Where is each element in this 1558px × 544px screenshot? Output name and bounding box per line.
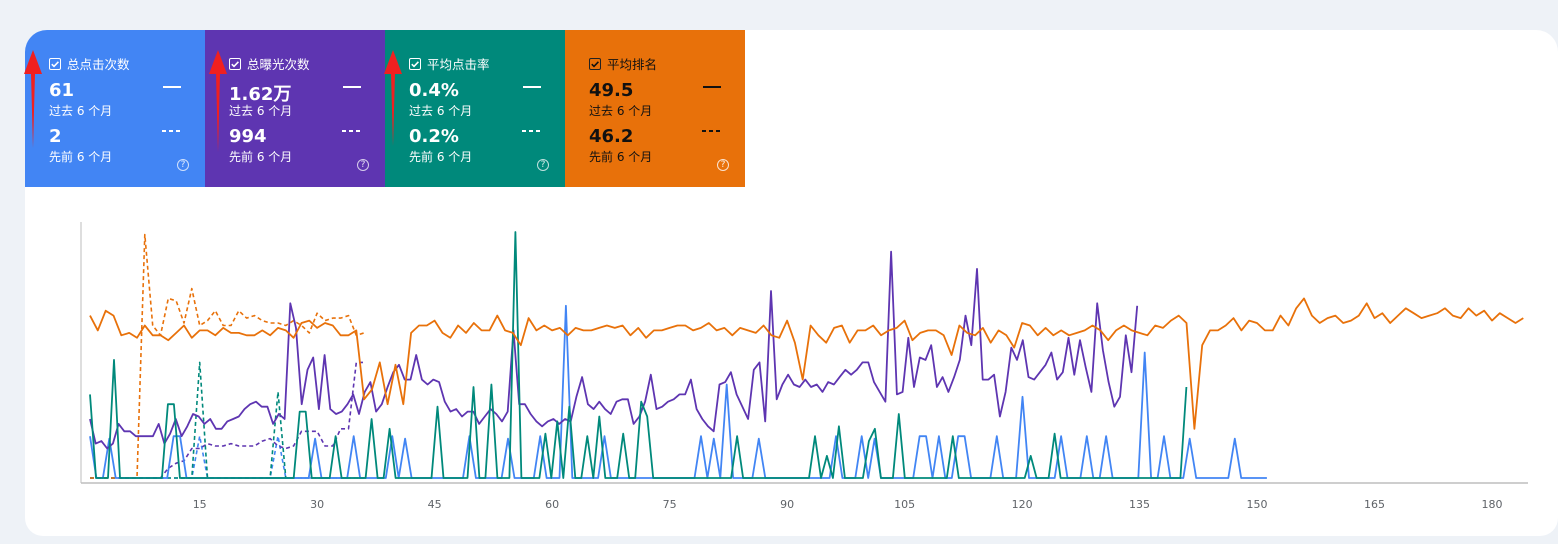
red-arrow-up-icon <box>384 50 402 146</box>
red-arrow-up-icon <box>24 50 42 148</box>
metric-card-position[interactable]: 平均排名 49.5 过去 6 个月 46.2 先前 6 个月 ? <box>565 30 745 187</box>
current-period-label: 过去 6 个月 <box>589 104 653 118</box>
metric-title: 平均排名 <box>607 57 658 72</box>
current-value: 49.5 <box>589 80 634 101</box>
current-period-label: 过去 6 个月 <box>49 104 113 118</box>
solid-line-legend-icon <box>163 86 181 88</box>
series-line-previous <box>90 361 365 479</box>
series-line-current <box>89 297 1524 430</box>
previous-period-label: 先前 6 个月 <box>409 150 473 164</box>
checkbox-checked-icon[interactable] <box>49 57 61 70</box>
x-tick-label: 150 <box>1247 498 1268 511</box>
red-arrow-up-icon <box>209 50 227 152</box>
checkbox-checked-icon[interactable] <box>229 57 241 70</box>
dashed-line-legend-icon <box>162 130 182 132</box>
series-line-previous <box>90 361 365 479</box>
solid-line-legend-icon <box>703 86 721 88</box>
x-tick-label: 120 <box>1012 498 1033 511</box>
checkbox-checked-icon[interactable] <box>589 57 601 70</box>
help-icon[interactable]: ? <box>717 159 729 171</box>
help-icon[interactable]: ? <box>537 159 549 171</box>
solid-line-legend-icon <box>343 86 361 88</box>
help-icon[interactable]: ? <box>357 159 369 171</box>
x-tick-label: 30 <box>310 498 324 511</box>
x-tick-label: 15 <box>193 498 207 511</box>
x-tick-label: 135 <box>1129 498 1150 511</box>
previous-value: 46.2 <box>589 126 634 147</box>
x-tick-label: 60 <box>545 498 559 511</box>
current-value: 0.4% <box>409 80 459 101</box>
series-line-current <box>89 304 1267 479</box>
metric-card-ctr[interactable]: 平均点击率 0.4% 过去 6 个月 0.2% 先前 6 个月 ? <box>385 30 565 187</box>
metric-cards: 总点击次数 61 过去 6 个月 2 先前 6 个月 ? 总曝光次数 1.62万… <box>25 30 745 187</box>
previous-value: 994 <box>229 126 267 147</box>
current-value: 61 <box>49 80 75 101</box>
current-value: 1.62万 <box>229 84 292 105</box>
previous-period-label: 先前 6 个月 <box>229 150 293 164</box>
x-tick-label: 165 <box>1364 498 1385 511</box>
previous-period-label: 先前 6 个月 <box>49 150 113 164</box>
metric-header: 总点击次数 <box>49 54 130 73</box>
series-layer <box>89 231 1524 479</box>
series-line-current <box>89 231 1188 479</box>
dashed-line-legend-icon <box>702 130 722 132</box>
dashed-line-legend-icon <box>342 130 362 132</box>
current-period-label: 过去 6 个月 <box>229 104 293 118</box>
x-tick-label: 90 <box>780 498 794 511</box>
metric-header: 总曝光次数 <box>229 54 310 73</box>
previous-value: 0.2% <box>409 126 459 147</box>
series-line-current <box>89 250 1139 450</box>
previous-period-label: 先前 6 个月 <box>589 150 653 164</box>
metric-card-impressions[interactable]: 总曝光次数 1.62万 过去 6 个月 994 先前 6 个月 ? <box>205 30 385 187</box>
x-tick-label: 45 <box>428 498 442 511</box>
metric-title: 平均点击率 <box>427 57 490 72</box>
axis-layer: 15 30 45 60 75 90 105 120 135 150 165 180 <box>80 222 1528 511</box>
solid-line-legend-icon <box>523 86 541 88</box>
metric-title: 总曝光次数 <box>247 57 310 72</box>
x-tick-label: 75 <box>663 498 677 511</box>
dashed-line-legend-icon <box>522 130 542 132</box>
x-tick-label: 180 <box>1482 498 1503 511</box>
metric-card-clicks[interactable]: 总点击次数 61 过去 6 个月 2 先前 6 个月 ? <box>25 30 205 187</box>
checkbox-checked-icon[interactable] <box>409 57 421 70</box>
metric-header: 平均排名 <box>589 54 657 73</box>
current-period-label: 过去 6 个月 <box>409 104 473 118</box>
x-tick-label: 105 <box>894 498 915 511</box>
help-icon[interactable]: ? <box>177 159 189 171</box>
previous-value: 2 <box>49 126 62 147</box>
metric-header: 平均点击率 <box>409 54 490 73</box>
metric-title: 总点击次数 <box>67 57 130 72</box>
